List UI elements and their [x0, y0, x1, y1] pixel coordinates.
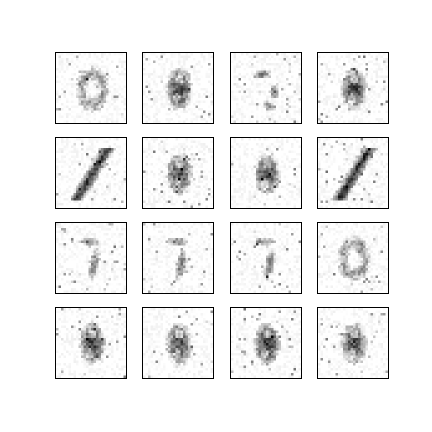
sample-image	[56, 138, 126, 208]
sample-image	[56, 223, 126, 293]
sample-image	[56, 308, 126, 378]
sample-tile	[230, 137, 302, 209]
sample-tile	[142, 222, 214, 294]
sample-tile	[230, 307, 302, 379]
sample-image	[143, 223, 213, 293]
sample-tile	[317, 307, 389, 379]
sample-tile	[55, 137, 127, 209]
sample-tile	[230, 52, 302, 124]
sample-image	[143, 138, 213, 208]
sample-tile	[317, 52, 389, 124]
sample-image	[143, 308, 213, 378]
sample-tile	[142, 137, 214, 209]
sample-image	[318, 308, 388, 378]
sample-image	[318, 223, 388, 293]
sample-tile	[55, 222, 127, 294]
sample-tile	[142, 307, 214, 379]
sample-image	[143, 53, 213, 123]
sample-image	[231, 223, 301, 293]
sample-tile	[317, 137, 389, 209]
sample-image	[56, 53, 126, 123]
sample-tile	[230, 222, 302, 294]
sample-image	[231, 53, 301, 123]
sample-image	[318, 53, 388, 123]
sample-image	[318, 138, 388, 208]
sample-image	[231, 308, 301, 378]
sample-tile	[55, 307, 127, 379]
sample-tile	[55, 52, 127, 124]
sample-image	[231, 138, 301, 208]
sample-tile	[142, 52, 214, 124]
sample-tile	[317, 222, 389, 294]
